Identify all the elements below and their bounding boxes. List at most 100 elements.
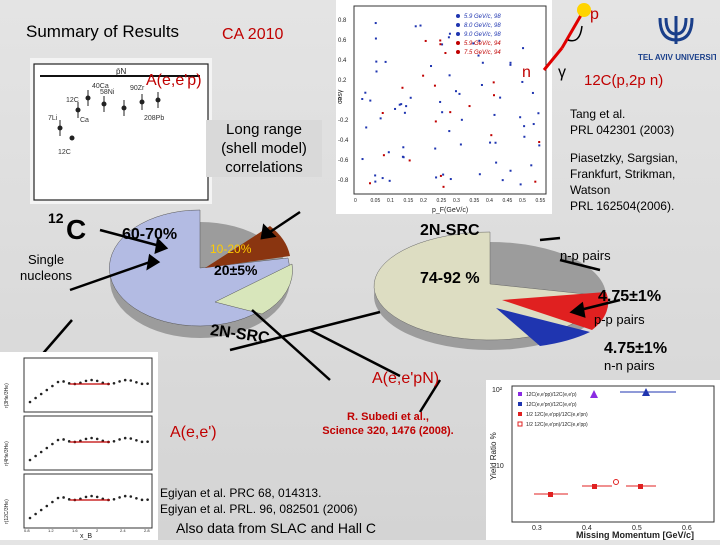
yield-ratio-ylabel: Yield Ratio %	[489, 432, 498, 480]
x-scaling-point	[112, 382, 116, 385]
np-pairs-label: n-p pairs	[560, 248, 611, 263]
scatter-point	[478, 39, 481, 42]
scatter-xtick: 0.3	[453, 198, 460, 204]
x-scaling-point	[28, 458, 32, 462]
scatter-point	[509, 61, 512, 64]
scatter-point	[405, 105, 408, 108]
x-scaling-xlabel: x_B	[80, 533, 92, 540]
x-scaling-xtick: 1.6	[72, 528, 78, 533]
scatter-point	[530, 164, 533, 167]
scatter-point	[501, 179, 504, 182]
long-range-label: Long range (shell model) correlations	[206, 120, 322, 177]
scatter-point	[480, 83, 483, 86]
x-scaling-point	[95, 379, 99, 383]
scatter-point	[442, 185, 445, 188]
scatter-xtick: 0.1	[387, 198, 394, 204]
scatter-point	[374, 174, 377, 177]
x-scaling-point	[140, 440, 144, 444]
scatter-xtick: 0.45	[503, 198, 513, 204]
slide-title: Summary of Results	[26, 22, 180, 41]
ref-egiyan-2: Egiyan et al. PRL. 96, 082501 (2006)	[160, 502, 358, 516]
x-scaling-point	[129, 379, 133, 382]
scatter-point	[433, 84, 436, 87]
reaction-diagram	[528, 0, 608, 80]
nucleus-plot-label: p̄N	[116, 67, 126, 76]
ref-piasetzky: Piasetzky, Sargsian, Frankfurt, Strikman…	[570, 151, 678, 213]
x-scaling-svg: r(3He/3He) r(4He/3He) r(12C/3He) 0.8 1.2 1.6 2…	[4, 357, 153, 540]
scatter-point	[537, 112, 540, 115]
pct-74-92: 74-92 %	[420, 270, 480, 287]
scatter-point	[489, 141, 492, 144]
x-scaling-point	[56, 496, 60, 500]
x-scaling-point	[62, 438, 65, 441]
svg-text:0.3: 0.3	[532, 525, 542, 532]
scatter-xtick: 0.35	[470, 198, 480, 204]
x-scaling-point	[51, 500, 54, 504]
scatter-ytick: -0.4	[338, 138, 349, 144]
x-scaling-point	[146, 440, 149, 443]
reaction-label: 12C(p,2p n)	[584, 72, 664, 89]
x-scaling-point	[34, 454, 37, 458]
scatter-ylabel: cosγ	[337, 89, 344, 104]
scatter-point	[478, 173, 481, 176]
nucleus-plot-svg: p̄N 12C 40Ca 58Ni 90Zr 7Li Ca 208Pb 12C	[33, 63, 209, 201]
x-scaling-ylabel: r(4He/3He)	[4, 441, 10, 466]
scatter-point	[472, 42, 475, 45]
x-scaling-panel	[23, 357, 153, 413]
x-scaling-point	[56, 380, 60, 384]
university-logo: TEL AVIV UNIVERSITY	[636, 10, 720, 66]
x-scaling-point	[118, 438, 121, 441]
scatter-point	[454, 90, 457, 93]
scatter-point	[523, 135, 526, 138]
scatter-point	[538, 144, 541, 147]
x-scaling-point	[62, 380, 65, 383]
scatter-point	[381, 177, 384, 180]
scatter-xtick: 0.25	[437, 198, 447, 204]
c12-mass: 12	[48, 210, 64, 226]
yield-ratio-plot: Yield Ratio % Missing Momentum [GeV/c] 1…	[486, 380, 720, 540]
pp-point	[590, 390, 598, 398]
x-scaling-xtick: 2.8	[144, 528, 150, 533]
scatter-point	[444, 52, 447, 55]
x-scaling-point	[45, 446, 49, 450]
x-scaling-point	[135, 380, 138, 384]
scatter-point	[434, 120, 437, 123]
x-scaling-point	[67, 382, 71, 385]
scatter-point	[394, 107, 397, 110]
scatter-legend-entry: 9.0 GeV/c, 98	[464, 32, 501, 38]
scatter-point	[439, 39, 442, 42]
scatter-point	[401, 86, 404, 89]
x-scaling-point	[34, 396, 37, 400]
x-scaling-point	[146, 382, 149, 385]
scatter-point	[492, 81, 495, 84]
ref-also: Also data from SLAC and Hall C	[176, 520, 376, 536]
p-label: p	[590, 6, 599, 23]
scatter-plot: cosγ p_F(GeV/c) 0.8 0.6 0.4 0.2 0 -0.2 -0.4 -0.…	[336, 0, 552, 214]
scatter-xtick: 0	[354, 198, 357, 204]
scatter-point	[361, 98, 364, 101]
scatter-ytick: -0.8	[338, 178, 349, 184]
scatter-point	[374, 22, 377, 25]
gamma-label: γ	[558, 64, 566, 81]
x-scaling-panel	[23, 473, 153, 529]
scatter-point	[439, 43, 442, 46]
scatter-point	[422, 74, 425, 77]
scatter-ytick: 0	[338, 98, 342, 104]
x-scaling-point	[39, 392, 43, 396]
scatter-legend-marker	[456, 41, 460, 45]
x-scaling-point	[90, 494, 93, 498]
x-scaling-point	[129, 495, 133, 498]
scatter-legend-entry: 5.9 GeV/c, 94	[464, 41, 501, 47]
svg-text:1/2 12C(e,e'pn)/12C(e,e'pp): 1/2 12C(e,e'pn)/12C(e,e'pp)	[526, 422, 588, 428]
x-scaling-ylabel: r(12C/3He)	[4, 499, 10, 524]
scatter-point	[439, 174, 442, 177]
single-nucleons-label: Single nucleons	[20, 252, 73, 283]
scatter-point	[369, 182, 372, 185]
scatter-point	[400, 103, 403, 106]
scatter-point	[495, 161, 498, 164]
scatter-point	[460, 118, 463, 121]
x-scaling-xtick: 0.8	[24, 528, 30, 533]
src-pie-chart	[373, 231, 609, 350]
svg-text:0.4: 0.4	[582, 525, 592, 532]
